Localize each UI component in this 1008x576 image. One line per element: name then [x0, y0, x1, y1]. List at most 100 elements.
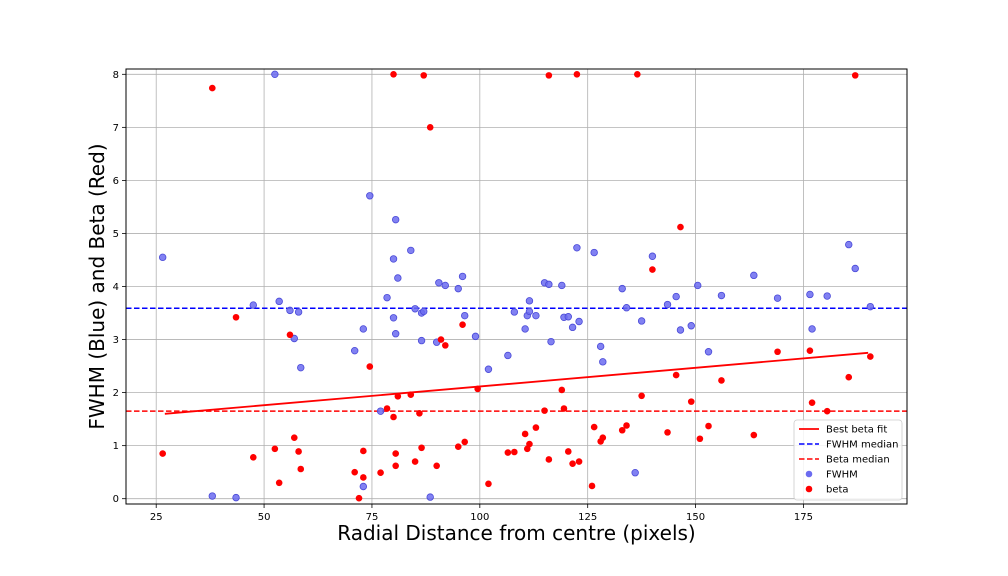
beta-point	[599, 434, 607, 441]
fwhm-point	[750, 271, 758, 280]
fwhm-point	[389, 314, 398, 322]
fwhm-point	[694, 281, 702, 290]
beta-point	[664, 429, 671, 436]
fwhm-point	[663, 300, 672, 309]
fwhm-point	[596, 342, 605, 351]
fwhm-point	[704, 348, 713, 356]
x-tick-label: 50	[258, 512, 271, 523]
fwhm-point	[471, 332, 480, 341]
fwhm-point	[208, 492, 216, 500]
fwhm-point	[637, 317, 646, 325]
y-axis-label: FWHM (Blue) and Beta (Red)	[85, 143, 109, 429]
beta-point	[360, 474, 367, 481]
legend: Best beta fit FWHM median Beta median FWHM b…	[793, 419, 903, 501]
legend-point-swatch	[805, 470, 813, 478]
fwhm-point	[823, 292, 831, 300]
fwhm-point	[545, 280, 553, 289]
beta-point	[545, 456, 553, 463]
fit-line-group	[164, 351, 869, 415]
beta-point	[705, 422, 712, 430]
fwhm-point	[676, 326, 685, 334]
beta-point	[437, 336, 445, 343]
beta-point	[461, 438, 469, 446]
beta-point	[351, 468, 358, 476]
beta-point	[504, 449, 512, 456]
beta-point	[649, 266, 656, 273]
fwhm-point	[461, 311, 469, 320]
beta-point	[618, 426, 626, 434]
legend-point-swatch	[805, 485, 813, 493]
beta-point	[454, 443, 462, 451]
fwhm-point	[525, 307, 534, 316]
beta-point	[696, 435, 704, 443]
beta-point	[558, 386, 566, 394]
beta-point	[407, 391, 415, 399]
beta-point	[718, 377, 725, 384]
fwhm-point	[271, 70, 279, 79]
fwhm-point	[275, 297, 283, 306]
fwhm-point	[435, 279, 443, 287]
fwhm-point	[717, 291, 726, 300]
beta-point	[575, 458, 583, 465]
legend-label: FWHM median	[826, 440, 898, 451]
beta-point	[271, 445, 279, 453]
beta-point	[420, 72, 428, 79]
beta-point	[433, 462, 440, 470]
fwhm-point	[441, 281, 450, 290]
fwhm-point	[599, 358, 607, 366]
y-tick-label: 0	[113, 494, 119, 505]
beta-point	[541, 407, 548, 414]
fwhm-point	[866, 302, 875, 311]
fwhm-point	[350, 346, 359, 355]
beta-point	[459, 321, 466, 328]
fwhm-point	[232, 493, 240, 502]
beta-point	[485, 480, 492, 488]
beta-point	[355, 494, 363, 502]
beta-point	[521, 430, 529, 438]
fwhm-point	[547, 337, 555, 346]
beta-point	[392, 462, 399, 470]
fwhm-point	[359, 482, 368, 491]
beta-point	[532, 424, 540, 431]
fwhm-point	[504, 351, 512, 360]
fwhm-point	[391, 330, 400, 338]
y-tick-label: 7	[113, 123, 119, 134]
fwhm-point	[575, 317, 583, 326]
beta-point	[750, 431, 758, 439]
fwhm-point	[366, 192, 374, 200]
fwhm-point	[420, 307, 428, 316]
fwhm-point	[521, 325, 529, 333]
fwhm-point	[564, 313, 572, 321]
beta-point	[845, 373, 853, 381]
beta-point	[442, 342, 449, 349]
fwhm-point	[417, 336, 426, 345]
beta-point	[545, 72, 553, 79]
beta-point	[295, 448, 302, 455]
beta-point	[511, 448, 518, 456]
axis-ticks: 25 50 75 100 125 150 175 0 1 2 3 4 5 6 7 8	[113, 70, 813, 523]
fwhm-point	[249, 301, 257, 309]
fwhm-point	[290, 334, 298, 343]
beta-point	[672, 371, 680, 379]
fwhm-point	[532, 311, 540, 320]
beta-point	[808, 399, 816, 406]
fwhm-point	[454, 284, 462, 293]
fwhm-point	[622, 304, 631, 312]
y-tick-label: 1	[113, 441, 119, 452]
beta-point	[360, 447, 367, 455]
fwhm-point	[294, 308, 303, 316]
beta-point	[366, 363, 374, 370]
beta-point	[297, 465, 305, 473]
legend-box	[793, 419, 903, 501]
x-axis-label: Radial Distance from centre (pixels)	[337, 521, 695, 545]
beta-point	[623, 422, 630, 429]
beta-point	[377, 469, 384, 477]
fwhm-point	[391, 215, 400, 224]
fwhm-point	[426, 493, 434, 501]
fwhm-point	[851, 264, 859, 273]
y-tick-label: 8	[113, 70, 119, 81]
fwhm-point	[484, 365, 493, 373]
legend-label: beta	[826, 485, 849, 496]
beta-point	[573, 71, 581, 78]
